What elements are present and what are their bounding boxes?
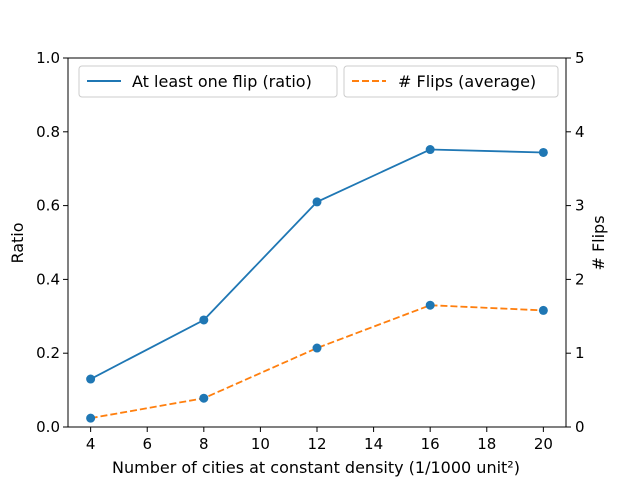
x-tick-label: 14 bbox=[364, 435, 383, 453]
data-point-flips bbox=[86, 413, 96, 423]
legend-label-2: # Flips (average) bbox=[398, 72, 536, 91]
data-point-flips bbox=[538, 305, 548, 315]
y-left-tick-label: 0.0 bbox=[36, 418, 60, 436]
y-axis-left-label: Ratio bbox=[8, 222, 27, 263]
x-tick-label: 6 bbox=[142, 435, 152, 453]
x-tick-label: 10 bbox=[251, 435, 270, 453]
data-point-ratio bbox=[538, 147, 548, 157]
x-tick-label: 16 bbox=[421, 435, 440, 453]
data-point-ratio bbox=[425, 145, 435, 155]
x-tick-label: 8 bbox=[199, 435, 209, 453]
legend-box-2 bbox=[343, 65, 559, 98]
legend-item-series-1: At least one flip (ratio) bbox=[78, 65, 338, 98]
y-right-tick-label: 5 bbox=[575, 49, 585, 67]
y-axis-right-label: # Flips bbox=[589, 215, 608, 270]
x-tick-label: 4 bbox=[86, 435, 96, 453]
legend: At least one flip (ratio) # Flips (avera… bbox=[78, 65, 559, 98]
y-right-tick-label: 4 bbox=[575, 123, 585, 141]
y-left-tick-label: 1.0 bbox=[36, 49, 60, 67]
data-point-flips bbox=[199, 393, 209, 403]
y-right-tick-label: 1 bbox=[575, 344, 585, 362]
data-point-flips bbox=[312, 343, 322, 353]
x-axis-label: Number of cities at constant density (1/… bbox=[112, 458, 520, 477]
y-left-tick-label: 0.4 bbox=[36, 270, 60, 288]
data-point-ratio bbox=[199, 315, 209, 325]
y-left-tick-label: 0.6 bbox=[36, 197, 60, 215]
legend-item-series-2: # Flips (average) bbox=[343, 65, 559, 98]
y-right-tick-label: 3 bbox=[575, 197, 585, 215]
legend-box-1 bbox=[78, 65, 338, 98]
y-left-tick-label: 0.2 bbox=[36, 344, 60, 362]
legend-label-1: At least one flip (ratio) bbox=[132, 72, 312, 91]
x-tick-label: 18 bbox=[477, 435, 496, 453]
x-tick-label: 20 bbox=[534, 435, 553, 453]
y-right-tick-label: 0 bbox=[575, 418, 585, 436]
x-tick-label: 12 bbox=[307, 435, 326, 453]
data-point-ratio bbox=[312, 197, 322, 207]
y-left-tick-label: 0.8 bbox=[36, 123, 60, 141]
data-point-ratio bbox=[86, 374, 96, 384]
series-line-flips-average bbox=[90, 304, 544, 420]
data-point-flips bbox=[425, 300, 435, 310]
y-right-tick-label: 2 bbox=[575, 270, 585, 288]
